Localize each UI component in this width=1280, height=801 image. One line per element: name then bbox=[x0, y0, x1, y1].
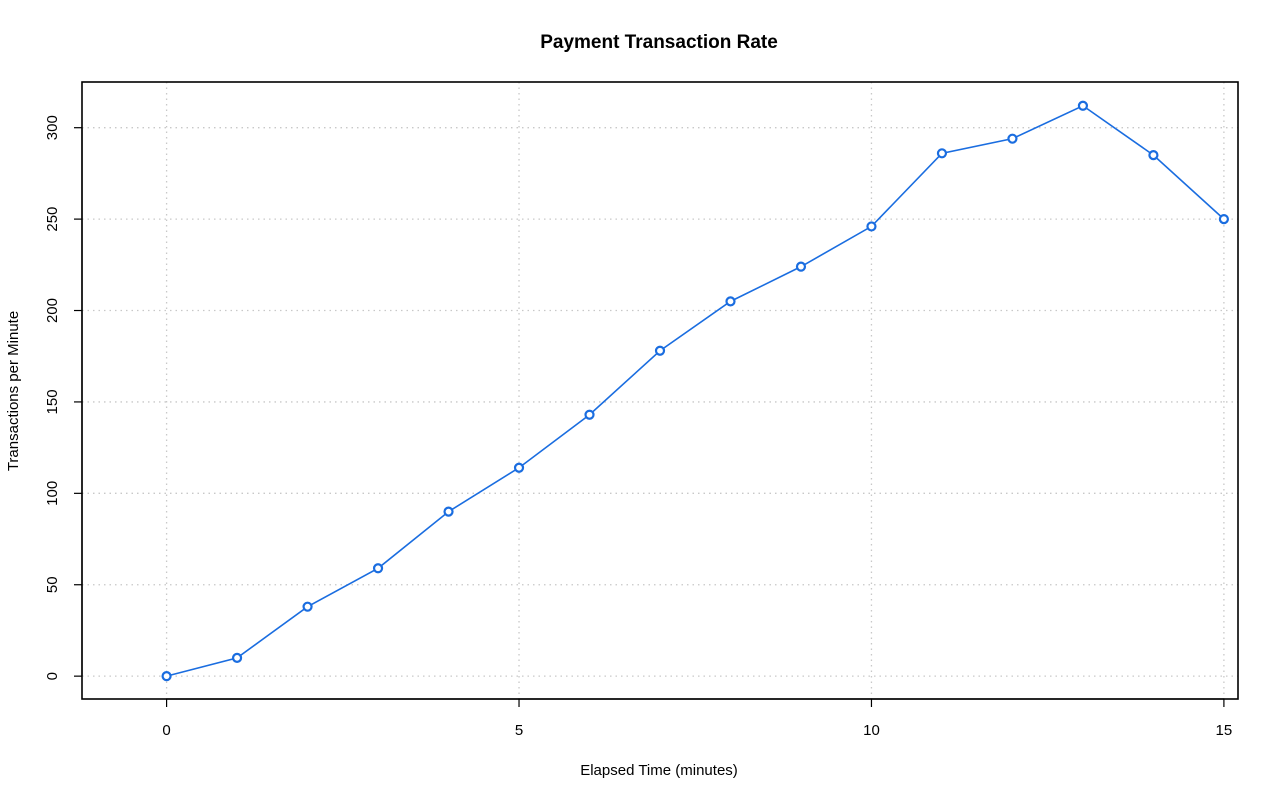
x-axis: 0 5 10 15 bbox=[162, 698, 1233, 739]
y-tick-label-100: 100 bbox=[44, 481, 61, 506]
data-point-0-5 bbox=[513, 462, 525, 473]
chart-title: Payment Transaction Rate bbox=[540, 32, 778, 53]
x-tick-label-10: 10 bbox=[863, 722, 880, 739]
y-tick-label-150: 150 bbox=[44, 389, 61, 414]
data-point-0-1 bbox=[231, 652, 243, 663]
y-tick-label-250: 250 bbox=[44, 207, 61, 232]
data-point-0-15 bbox=[1218, 214, 1230, 225]
data-point-0-9 bbox=[795, 261, 807, 272]
y-tick-label-0: 0 bbox=[44, 672, 61, 680]
data-point-0-0 bbox=[161, 671, 172, 682]
series-line-0 bbox=[166, 104, 1225, 677]
data-point-0-7 bbox=[654, 345, 666, 356]
data-point-0-8 bbox=[725, 296, 736, 307]
y-tick-label-300: 300 bbox=[44, 115, 61, 140]
plot-frame bbox=[81, 81, 1239, 700]
data-point-0-6 bbox=[584, 409, 595, 420]
data-point-0-13 bbox=[1077, 100, 1089, 111]
data-point-0-10 bbox=[866, 221, 877, 232]
x-tick-label-15: 15 bbox=[1216, 722, 1233, 739]
x-axis-label: Elapsed Time (minutes) bbox=[580, 762, 738, 779]
y-axis: 0 50 100 150 200 250 300 bbox=[44, 115, 83, 680]
data-point-0-2 bbox=[302, 601, 313, 612]
data-point-0-4 bbox=[443, 506, 454, 517]
grid bbox=[82, 82, 1238, 699]
data-point-0-14 bbox=[1148, 150, 1159, 161]
y-tick-label-50: 50 bbox=[44, 576, 61, 593]
x-tick-label-5: 5 bbox=[515, 722, 523, 739]
data-point-0-3 bbox=[372, 563, 384, 574]
series-layer bbox=[161, 100, 1230, 682]
data-point-0-11 bbox=[936, 148, 948, 159]
y-axis-label: Transactions per Minute bbox=[5, 311, 22, 471]
x-tick-label-0: 0 bbox=[162, 722, 170, 739]
y-tick-label-200: 200 bbox=[44, 298, 61, 323]
data-point-0-12 bbox=[1007, 133, 1018, 144]
